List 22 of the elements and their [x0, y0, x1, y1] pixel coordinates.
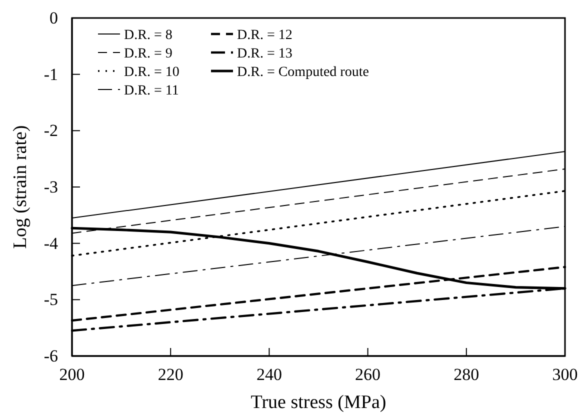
legend-label: D.R. = 9 [124, 46, 172, 62]
x-tick-label: 280 [454, 365, 480, 384]
y-tick-label: -6 [44, 346, 58, 366]
y-tick-label: -2 [44, 121, 58, 140]
x-axis-title: True stress (MPa) [250, 392, 386, 413]
x-tick-label: 260 [355, 365, 381, 384]
legend-label: D.R. = 13 [237, 46, 292, 62]
legend-label: D.R. = 12 [237, 28, 292, 43]
y-axis-title: Log (strain rate) [10, 125, 31, 249]
x-tick-label: 200 [59, 365, 85, 384]
legend-label: D.R. = 10 [124, 65, 180, 80]
x-tick-label: 300 [552, 365, 578, 384]
x-tick-label: 220 [158, 365, 184, 384]
x-tick-label: 240 [256, 365, 282, 384]
legend-label: D.R. = 8 [124, 28, 172, 43]
y-tick-label: -5 [44, 290, 58, 310]
y-tick-label: -3 [44, 177, 58, 196]
y-tick-label: 0 [50, 8, 58, 28]
legend-label: D.R. = Computed route [237, 65, 369, 80]
y-tick-label: -1 [44, 64, 58, 84]
legend-label: D.R. = 11 [124, 84, 179, 98]
y-tick-label: -4 [44, 234, 58, 253]
